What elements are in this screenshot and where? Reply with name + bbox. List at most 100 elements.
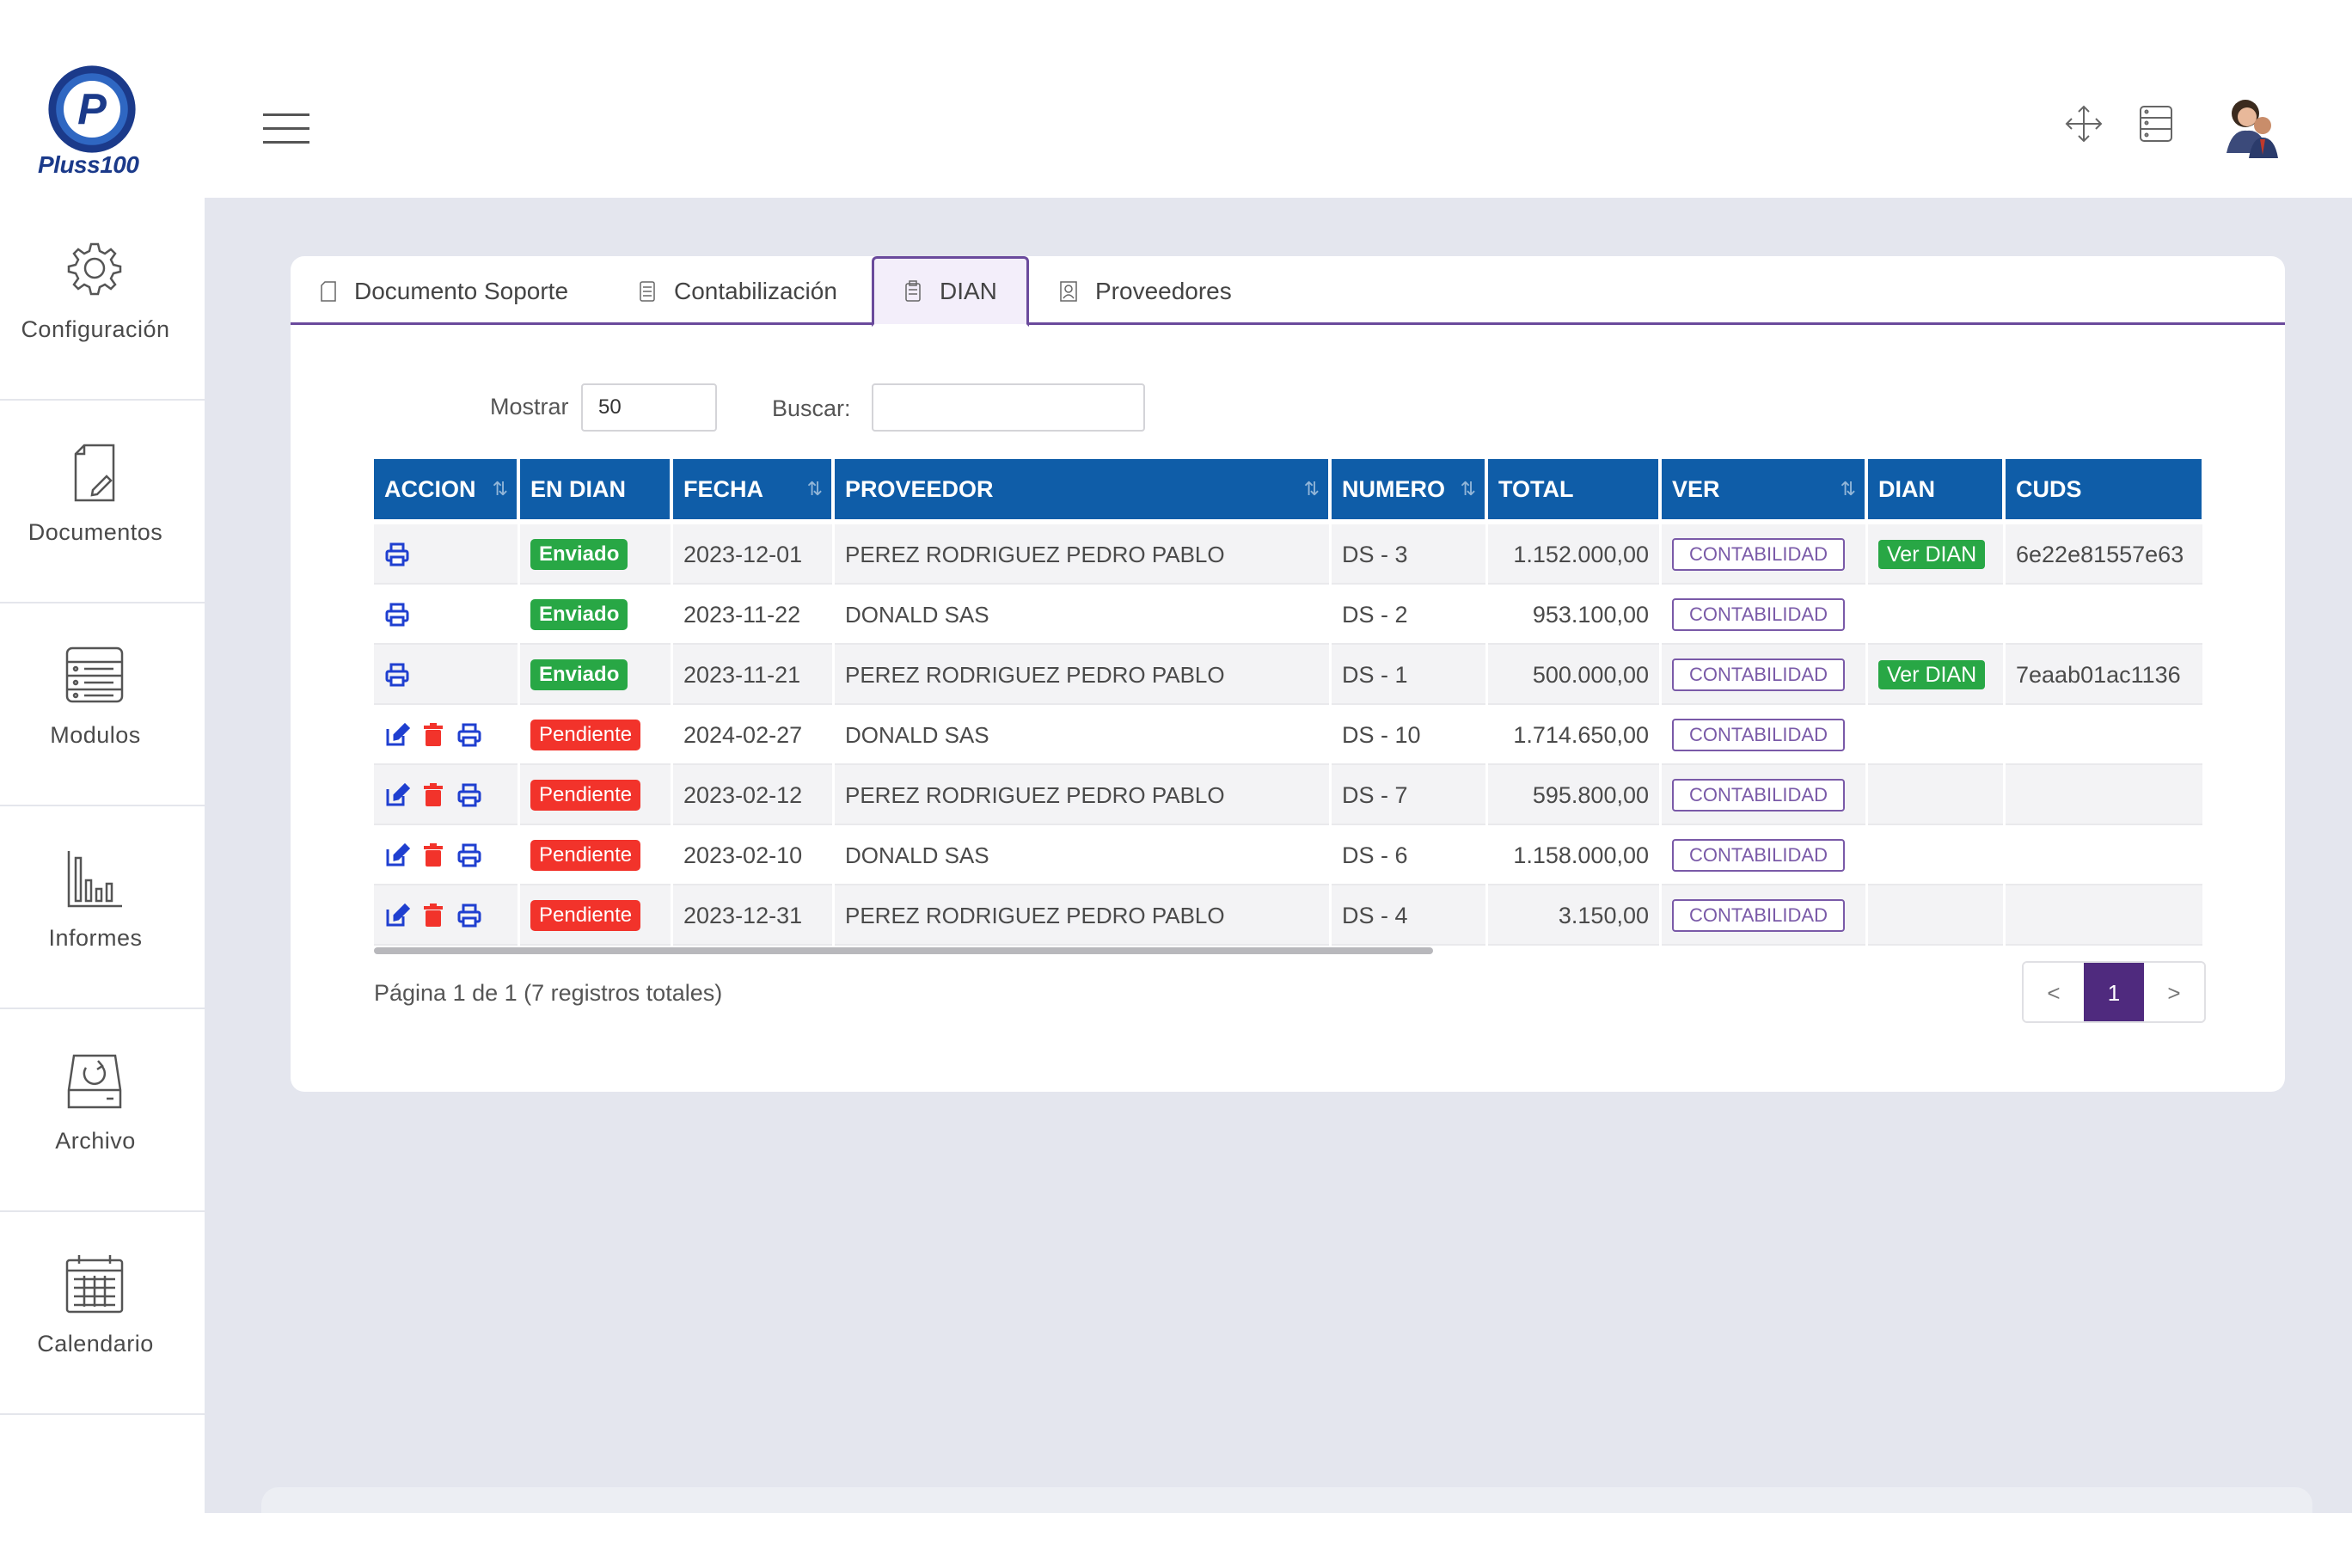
cell-fecha: 2023-11-21: [673, 645, 835, 705]
sidebar-item-calendario[interactable]: Calendario: [0, 1212, 205, 1415]
show-label: Mostrar: [490, 394, 569, 420]
col-header-fecha[interactable]: FECHA ⇅: [673, 459, 835, 519]
hamburger-menu-icon[interactable]: [263, 113, 309, 144]
col-header-total[interactable]: TOTAL: [1488, 459, 1662, 519]
search-label: Buscar:: [772, 395, 851, 421]
contabilidad-button[interactable]: CONTABILIDAD: [1672, 779, 1845, 812]
next-page-button[interactable]: >: [2144, 963, 2204, 1021]
logo-letter: P: [77, 85, 107, 134]
cell-numero: DS - 1: [1332, 645, 1488, 705]
table-row: Pendiente 2024-02-27 DONALD SAS DS - 10 1.71…: [374, 705, 2203, 765]
contabilidad-button[interactable]: CONTABILIDAD: [1672, 839, 1845, 872]
print-icon[interactable]: [384, 662, 410, 688]
col-header-proveedor[interactable]: PROVEEDOR ⇅: [835, 459, 1332, 519]
cell-status: Enviado: [520, 585, 673, 645]
cell-actions: [374, 825, 520, 885]
contabilidad-button[interactable]: CONTABILIDAD: [1672, 719, 1845, 751]
print-icon[interactable]: [456, 722, 482, 748]
page-1-button[interactable]: 1: [2084, 963, 2144, 1021]
total-text: 3.150,00: [1558, 902, 1649, 928]
col-header-accion[interactable]: ACCION ⇅: [374, 459, 520, 519]
cell-cuds: [2006, 825, 2203, 885]
cell-cuds: [2006, 585, 2203, 645]
cell-proveedor: DONALD SAS: [835, 585, 1332, 645]
col-header-numero[interactable]: NUMERO ⇅: [1332, 459, 1488, 519]
edit-icon[interactable]: [384, 903, 410, 928]
fecha-text: 2023-02-12: [683, 781, 803, 808]
table-row: Enviado 2023-11-22 DONALD SAS DS - 2 953.100…: [374, 585, 2203, 645]
prev-page-button[interactable]: <: [2024, 963, 2084, 1021]
cell-cuds: [2006, 705, 2203, 765]
trash-icon[interactable]: [420, 903, 446, 928]
cell-ver: CONTABILIDAD: [1662, 765, 1868, 825]
cell-proveedor: PEREZ RODRIGUEZ PEDRO PABLO: [835, 645, 1332, 705]
footer-strip: [261, 1487, 2312, 1513]
sidebar-item-configuracion[interactable]: Configuración: [0, 198, 205, 401]
cell-fecha: 2023-02-12: [673, 765, 835, 825]
edit-icon[interactable]: [384, 722, 410, 748]
contabilidad-button[interactable]: CONTABILIDAD: [1672, 899, 1845, 932]
print-icon[interactable]: [384, 542, 410, 567]
cell-total: 1.158.000,00: [1488, 825, 1662, 885]
edit-icon[interactable]: [384, 782, 410, 808]
print-icon[interactable]: [456, 842, 482, 868]
user-avatar[interactable]: [2220, 91, 2283, 158]
sidebar: Configuración Documentos Modulos: [0, 198, 205, 1513]
cell-proveedor: PEREZ RODRIGUEZ PEDRO PABLO: [835, 765, 1332, 825]
contabilidad-button[interactable]: CONTABILIDAD: [1672, 598, 1845, 631]
cell-dian: Ver DIAN: [1868, 524, 2006, 585]
ver-dian-button[interactable]: Ver DIAN: [1878, 540, 1986, 569]
table-row: Enviado 2023-11-21 PEREZ RODRIGUEZ PEDRO P…: [374, 645, 2203, 705]
col-header-dian[interactable]: DIAN: [1868, 459, 2006, 519]
search-input[interactable]: [872, 383, 1145, 432]
cell-total: 500.000,00: [1488, 645, 1662, 705]
table-row: Pendiente 2023-12-31 PEREZ RODRIGUEZ PEDRO…: [374, 885, 2203, 946]
sidebar-item-documentos[interactable]: Documentos: [0, 401, 205, 603]
proveedor-text: PEREZ RODRIGUEZ PEDRO PABLO: [845, 661, 1225, 688]
cell-dian: [1868, 705, 2006, 765]
sidebar-item-label: Archivo: [55, 1128, 136, 1154]
cell-fecha: 2023-11-22: [673, 585, 835, 645]
total-text: 1.714.650,00: [1513, 721, 1649, 748]
cell-total: 1.714.650,00: [1488, 705, 1662, 765]
cell-ver: CONTABILIDAD: [1662, 885, 1868, 946]
col-header-cuds[interactable]: CUDS: [2006, 459, 2203, 519]
tab-bar: Documento Soporte Contabilización DIAN P…: [291, 256, 2285, 327]
fecha-text: 2023-11-22: [683, 601, 801, 628]
tab-proveedores[interactable]: Proveedores: [1059, 256, 1232, 327]
trash-icon[interactable]: [420, 722, 446, 748]
sidebar-item-label: Documentos: [28, 519, 163, 545]
print-icon[interactable]: [384, 602, 410, 628]
print-icon[interactable]: [456, 782, 482, 808]
tab-dian[interactable]: DIAN: [872, 256, 1029, 327]
edit-icon[interactable]: [384, 842, 410, 868]
sidebar-item-informes[interactable]: Informes: [0, 806, 205, 1009]
cell-actions: [374, 585, 520, 645]
page-size-select[interactable]: 50: [581, 383, 717, 432]
cell-proveedor: PEREZ RODRIGUEZ PEDRO PABLO: [835, 885, 1332, 946]
total-text: 1.152.000,00: [1513, 541, 1649, 567]
server-icon[interactable]: [2134, 101, 2178, 146]
horizontal-scrollbar[interactable]: [374, 947, 1433, 954]
sidebar-item-modulos[interactable]: Modulos: [0, 603, 205, 806]
status-badge: Pendiente: [530, 900, 641, 931]
trash-icon[interactable]: [420, 782, 446, 808]
contabilidad-button[interactable]: CONTABILIDAD: [1672, 538, 1845, 571]
numero-text: DS - 3: [1342, 541, 1408, 567]
ver-dian-button[interactable]: Ver DIAN: [1878, 660, 1986, 689]
cell-numero: DS - 4: [1332, 885, 1488, 946]
total-text: 500.000,00: [1532, 661, 1649, 688]
col-header-ver[interactable]: VER ⇅: [1662, 459, 1868, 519]
print-icon[interactable]: [456, 903, 482, 928]
table-row: Pendiente 2023-02-12 PEREZ RODRIGUEZ PEDRO…: [374, 765, 2203, 825]
tab-contabilizacion[interactable]: Contabilización: [638, 256, 837, 327]
sidebar-item-archivo[interactable]: Archivo: [0, 1009, 205, 1212]
numero-text: DS - 2: [1342, 601, 1408, 628]
col-header-en-dian[interactable]: EN DIAN: [520, 459, 673, 519]
cell-fecha: 2023-12-01: [673, 524, 835, 585]
fullscreen-icon[interactable]: [2061, 101, 2106, 146]
tab-documento-soporte[interactable]: Documento Soporte: [318, 256, 568, 327]
trash-icon[interactable]: [420, 842, 446, 868]
pluss100-logo[interactable]: P: [34, 62, 156, 184]
contabilidad-button[interactable]: CONTABILIDAD: [1672, 658, 1845, 691]
